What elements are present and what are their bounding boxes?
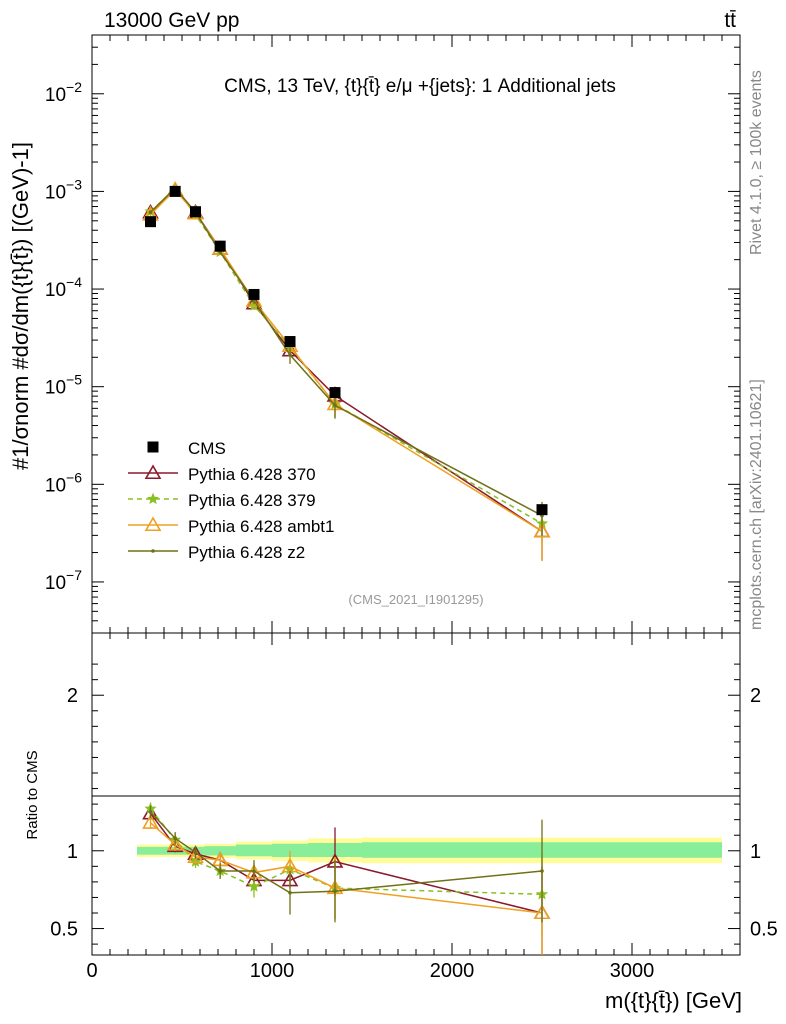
- ratio-uncertainty-bands: [137, 837, 722, 864]
- y-tick-label: 10−6: [45, 469, 82, 496]
- y-tick-label: 10−5: [45, 372, 82, 399]
- main-series-layer: [142, 181, 551, 561]
- ratio-series-point: [252, 869, 256, 873]
- y-tick-label: 10−2: [45, 79, 82, 106]
- ratio-series-point: [173, 836, 177, 841]
- ratio-panel-frame: [91, 632, 741, 956]
- cms-data-point: [169, 185, 181, 197]
- cms-data-point: [284, 336, 296, 348]
- cms-data-point: [329, 387, 341, 399]
- y-tick-label: 10−3: [45, 176, 82, 203]
- energy-label: 13000 GeV pp: [104, 9, 239, 32]
- ratio-series-line: [150, 822, 543, 914]
- cms-data-point: [214, 240, 226, 252]
- ratio-y-tick-label-right: 2: [750, 685, 761, 707]
- ratio-series-point: [148, 810, 153, 814]
- cms-data-point: [145, 216, 156, 228]
- process-label: tt̄: [724, 9, 736, 32]
- legend-marker-cms: [147, 441, 159, 453]
- x-tick-label: 3000: [610, 960, 655, 982]
- main-series-point: [247, 299, 261, 311]
- ratio-band-inner: [272, 843, 308, 857]
- ratio-band-inner: [204, 846, 236, 856]
- main-series-point: [333, 403, 337, 408]
- x-axis-label: m({t}{t̄}) [GeV]: [605, 988, 742, 1013]
- ratio-series-point: [247, 880, 261, 892]
- ratio-series-layer: [142, 802, 551, 955]
- legend-label: Pythia 6.428 379: [188, 491, 316, 510]
- plot-title: CMS, 13 TeV, {t}{t̄} e/μ +{jets}: 1 Addi…: [224, 76, 616, 97]
- y-tick-label: 10−7: [45, 567, 82, 594]
- main-series-point: [288, 353, 292, 357]
- y-tick-label: 10−4: [45, 274, 82, 301]
- analysis-id: (CMS_2021_I1901295): [348, 592, 483, 607]
- ratio-y-tick-label: 1: [67, 841, 78, 863]
- ratio-series-point: [142, 814, 159, 829]
- main-series-point: [245, 292, 263, 307]
- legend-label: Pythia 6.428 370: [188, 465, 316, 484]
- x-tick-label: 0: [86, 960, 97, 982]
- axis-ticks: 0 1000 2000 3000 10−7 10−6 10−5 10−4 10−3 10−2 0.5…: [45, 34, 778, 982]
- ratio-series-point: [288, 890, 292, 895]
- ratio-series-point: [193, 850, 198, 855]
- ratio-band-inner: [137, 846, 164, 855]
- main-y-axis-label: #1/σnorm #dσ/dm({t}{t̄}) [(GeV)-1]: [8, 142, 33, 470]
- legend-label-cms: CMS: [188, 439, 226, 458]
- ratio-y-axis-label: Ratio to CMS: [24, 750, 41, 839]
- cms-data-point: [248, 288, 260, 300]
- legend-label: Pythia 6.428 ambt1: [188, 517, 334, 536]
- cms-data-point: [190, 206, 201, 218]
- cms-data-point: [536, 504, 548, 516]
- legend-label: Pythia 6.428 z2: [188, 543, 305, 562]
- ratio-series-point: [166, 835, 184, 851]
- main-series-point: [148, 210, 153, 215]
- ratio-series-point: [218, 869, 222, 873]
- ratio-y-tick-label-right: 1: [750, 841, 761, 863]
- x-tick-label: 2000: [430, 960, 475, 982]
- rivet-version-label: Rivet 4.1.0, ≥ 100k events: [748, 70, 765, 255]
- ratio-y-tick-label: 2: [67, 685, 78, 707]
- legend: CMS Pythia 6.428 370 Pythia 6.428 379 Pythi…: [128, 439, 334, 562]
- ratio-y-tick-label-right: 0.5: [750, 919, 778, 941]
- legend-marker: [146, 492, 160, 505]
- mcplots-source-label: mcplots.cern.ch [arXiv:2401.10621]: [748, 379, 765, 630]
- main-series-point: [533, 522, 551, 538]
- ratio-y-tick-label: 0.5: [50, 919, 78, 941]
- x-tick-label: 1000: [250, 960, 295, 982]
- ratio-series-line: [149, 811, 543, 894]
- legend-marker: [151, 549, 155, 553]
- legend-marker: [144, 516, 162, 532]
- ratio-series-point: [333, 889, 337, 894]
- legend-marker: [144, 464, 162, 480]
- ratio-series-point: [540, 869, 544, 873]
- ratio-series-point: [187, 848, 204, 864]
- ratio-band-inner: [236, 844, 272, 857]
